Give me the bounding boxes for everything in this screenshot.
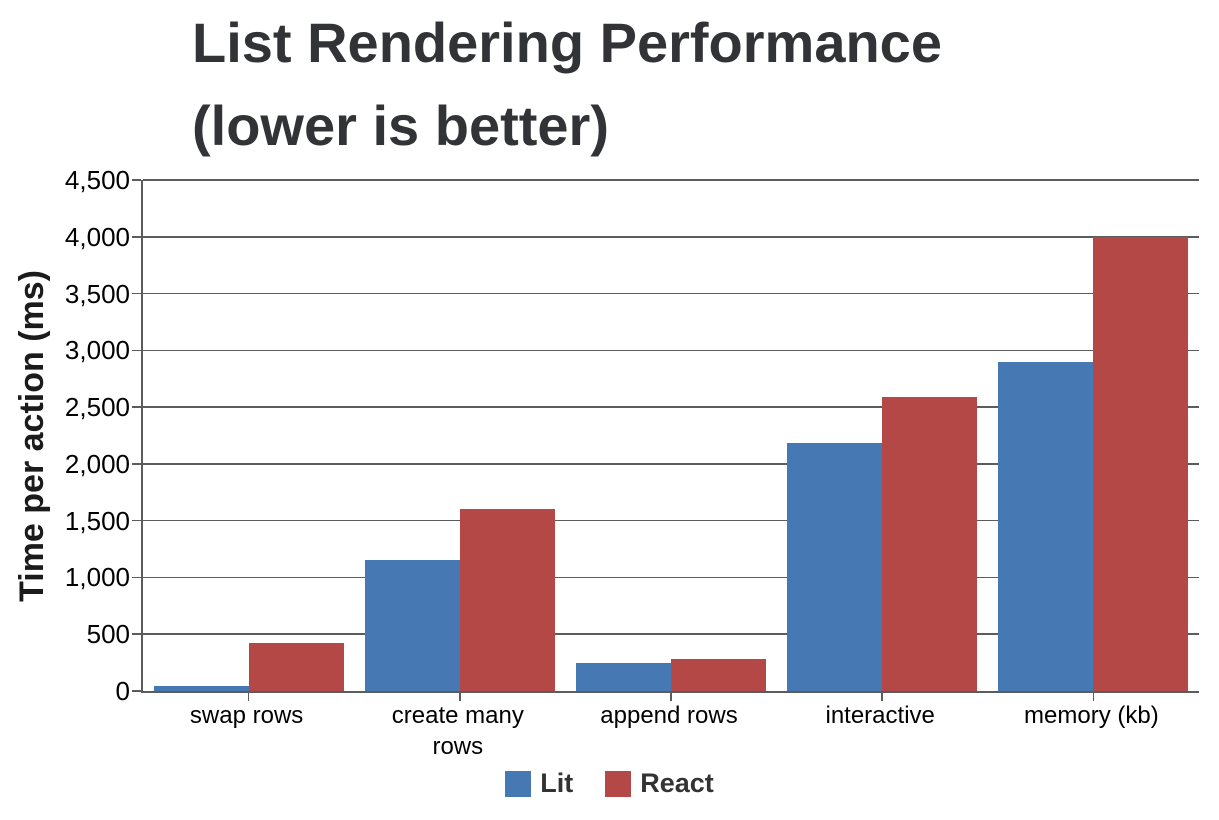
x-axis-tick — [1092, 693, 1095, 701]
y-tick-label: 3,500 — [64, 278, 130, 309]
y-axis-tick — [132, 690, 141, 692]
chart-title-line1: List Rendering Performance — [192, 11, 942, 74]
y-axis-tick — [132, 236, 141, 238]
bar-group-swap-rows — [143, 180, 354, 691]
x-axis-tick — [247, 693, 250, 701]
gridline-4000 — [143, 236, 1199, 238]
legend-item-react: React — [605, 768, 714, 799]
bar-group-append-rows — [565, 180, 776, 691]
plot-area — [132, 179, 1199, 701]
x-axis-tick — [670, 693, 672, 701]
gridline-4500 — [143, 179, 1199, 181]
legend-label-react: React — [640, 768, 714, 798]
legend-swatch-react — [605, 770, 632, 797]
x-category-label-append-rows: append rows — [600, 702, 738, 729]
y-tick-label: 1,500 — [64, 505, 130, 536]
bar-lit-swap-rows — [153, 686, 249, 691]
x-category-label-create-many-rows: create many rows — [391, 702, 524, 761]
y-axis-tick — [132, 633, 141, 635]
legend: Lit React — [0, 768, 1219, 799]
x-axis-tick — [881, 693, 883, 701]
y-tick-label: 4,000 — [64, 221, 130, 252]
gridline-2500 — [143, 406, 1199, 408]
y-tick-label: 500 — [86, 619, 130, 650]
y-axis-tick — [132, 519, 141, 522]
y-axis-tick — [132, 463, 141, 465]
legend-item-lit: Lit — [505, 768, 573, 799]
chart-title-line2: (lower is better) — [192, 93, 609, 157]
bar-group-memory-kb — [988, 180, 1199, 691]
y-tick-label: 3,000 — [64, 335, 130, 366]
bar-lit-memory-kb — [998, 361, 1094, 691]
chart-title: List Rendering Performance (lower is bet… — [192, 2, 942, 168]
y-tick-label: 4,500 — [64, 165, 130, 195]
y-axis-tick — [132, 179, 141, 181]
gridline-2000 — [143, 463, 1199, 465]
bar-lit-append-rows — [575, 662, 671, 691]
gridline-500 — [143, 633, 1199, 635]
bar-react-memory-kb — [1093, 236, 1189, 691]
y-tick-label: 2,500 — [64, 392, 130, 423]
y-axis-tick — [132, 576, 141, 579]
bar-group-create-many-rows — [354, 180, 565, 691]
y-axis-tick — [132, 349, 141, 352]
y-axis-tick — [132, 292, 141, 295]
bar-lit-create-many-rows — [364, 560, 460, 691]
y-tick-label: 1,000 — [64, 562, 130, 593]
legend-label-lit: Lit — [540, 768, 574, 798]
bar-group-interactive — [777, 180, 988, 691]
x-category-label-swap-rows: swap rows — [189, 702, 304, 729]
legend-swatch-lit — [505, 770, 532, 797]
gridline-1500 — [143, 519, 1199, 522]
x-category-label-interactive: interactive — [825, 702, 935, 729]
bar-react-append-rows — [670, 659, 766, 691]
bar-react-create-many-rows — [459, 509, 555, 691]
gridline-3500 — [143, 292, 1199, 295]
gridline-3000 — [143, 349, 1199, 352]
gridline-1000 — [143, 576, 1199, 579]
y-tick-label: 0 — [115, 676, 130, 706]
bar-lit-interactive — [787, 443, 883, 691]
bar-react-interactive — [882, 396, 978, 691]
x-category-label-memory-kb: memory (kb) — [1024, 702, 1159, 729]
y-axis-tick-labels: 0 500 1,000 1,500 2,000 2,500 3,000 3,500 4,000 4… — [0, 167, 130, 704]
y-axis-tick — [132, 406, 141, 408]
y-tick-label: 2,000 — [64, 448, 130, 479]
bar-react-swap-rows — [248, 643, 344, 691]
x-axis-tick — [459, 693, 461, 701]
